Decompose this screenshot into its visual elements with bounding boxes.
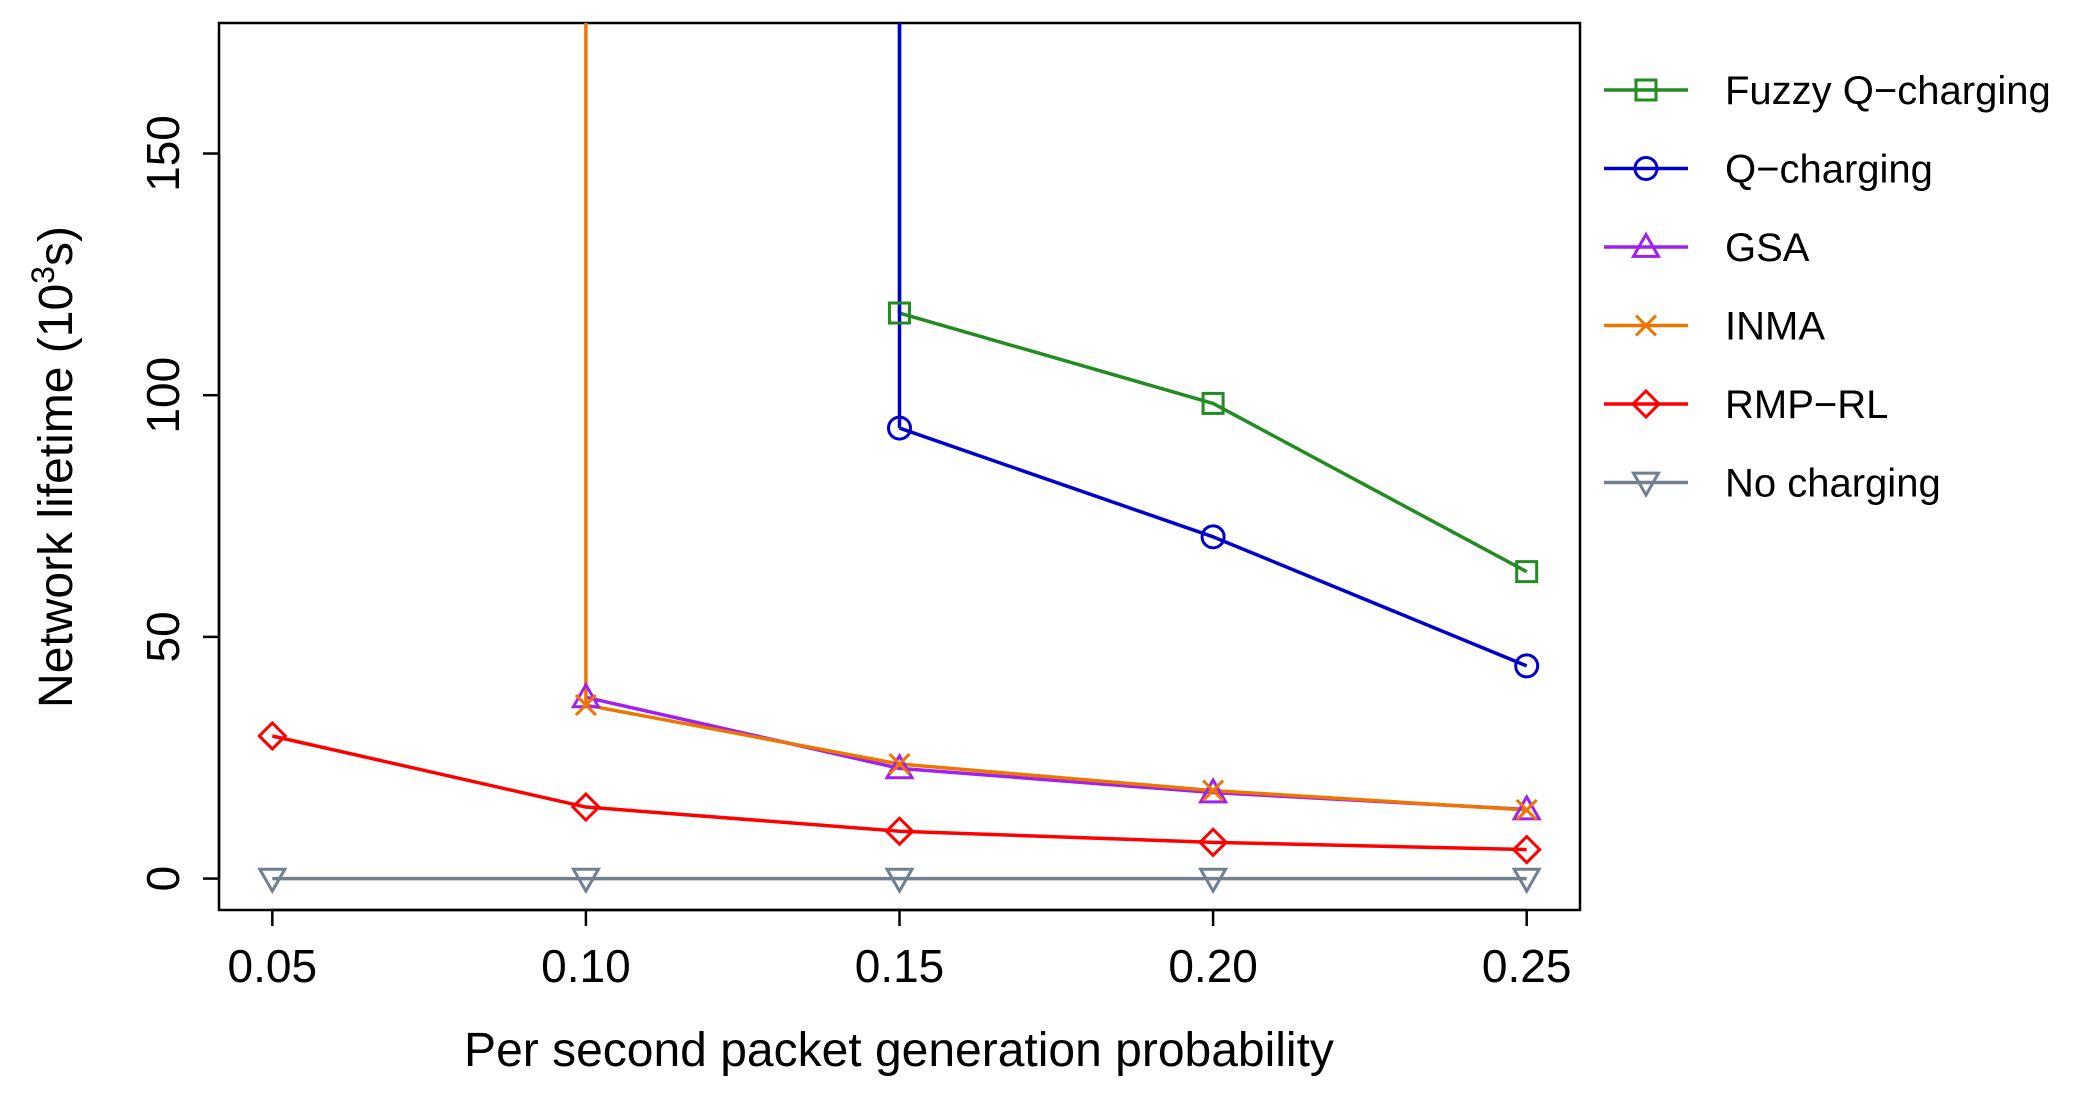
data-point-no-charging (1198, 867, 1229, 895)
y-axis-title: Network lifetime (103s) (25, 226, 83, 708)
series-line-rmp-rl (271, 734, 1527, 852)
data-point-inma (1515, 798, 1538, 822)
series-line-fuzzy-q-charging (899, 311, 1528, 574)
x-tick-label: 0.10 (541, 940, 631, 992)
legend-marker-inma (1634, 314, 1658, 337)
data-point-fuzzy-q-charging (1201, 391, 1225, 415)
legend-marker-no-charging (1630, 471, 1662, 499)
data-point-no-charging (1511, 867, 1542, 895)
legend-marker-gsa (1630, 231, 1662, 258)
data-point-q-charging (887, 415, 912, 441)
data-point-fuzzy-q-charging (1515, 560, 1539, 584)
x-tick-label: 0.25 (1482, 940, 1572, 992)
y-tick-label: 100 (137, 357, 189, 434)
series-line-gsa (585, 695, 1527, 812)
legend-marker-rmp-rl (1630, 388, 1662, 420)
x-axis-title: Per second packet generation probability (464, 1024, 1334, 1077)
data-point-gsa (1511, 793, 1542, 821)
legend-marker-q-charging (1633, 156, 1659, 181)
y-tick-label: 150 (137, 115, 189, 192)
data-point-inma (888, 752, 911, 776)
legend-marker-fuzzy-q-charging (1634, 78, 1658, 102)
x-axis: 0.05 0.10 0.15 0.20 0.25 (228, 908, 1572, 992)
y-axis-title-tail: s) (30, 226, 83, 266)
data-point-no-charging (884, 867, 915, 895)
series-line-inma (585, 703, 1527, 812)
data-point-rmp-rl (257, 720, 288, 752)
x-tick-label: 0.20 (1168, 940, 1258, 992)
legend: Fuzzy Q−charging Q−charging GSA INMA RMP−RL N… (1604, 69, 2051, 506)
legend-label-no-charging: No charging (1725, 462, 1941, 506)
data-point-no-charging (257, 867, 288, 895)
legend-label-q-charging: Q−charging (1725, 148, 1933, 192)
data-point-fuzzy-q-charging (888, 301, 911, 325)
y-axis-title-superscript: 3 (25, 266, 61, 284)
legend-label-inma: INMA (1725, 305, 1825, 349)
x-tick-label: 0.05 (228, 940, 318, 992)
x-tick-label: 0.15 (855, 940, 945, 992)
y-tick-label: 50 (137, 611, 189, 662)
series-line-q-charging (898, 426, 1528, 668)
plot-lines (271, 23, 1528, 881)
data-point-q-charging (1200, 524, 1226, 550)
data-point-inma (574, 693, 597, 717)
legend-label-fuzzy-q-charging: Fuzzy Q−charging (1725, 69, 2051, 113)
data-point-rmp-rl (1511, 834, 1542, 865)
y-tick-label: 0 (137, 866, 189, 892)
data-point-q-charging (1514, 653, 1540, 679)
y-axis-title-main: Network lifetime (10 (30, 284, 83, 708)
data-point-rmp-rl (1197, 827, 1229, 858)
data-point-gsa (1198, 777, 1229, 804)
legend-label-gsa: GSA (1725, 226, 1810, 270)
data-point-rmp-rl (570, 791, 602, 823)
data-point-gsa (884, 752, 915, 780)
data-point-no-charging (570, 867, 601, 895)
data-point-rmp-rl (884, 816, 915, 847)
plot-markers (257, 301, 1542, 895)
y-axis: 0 50 100 150 (137, 115, 221, 892)
legend-label-rmp-rl: RMP−RL (1725, 383, 1888, 427)
data-point-inma (1202, 779, 1225, 802)
